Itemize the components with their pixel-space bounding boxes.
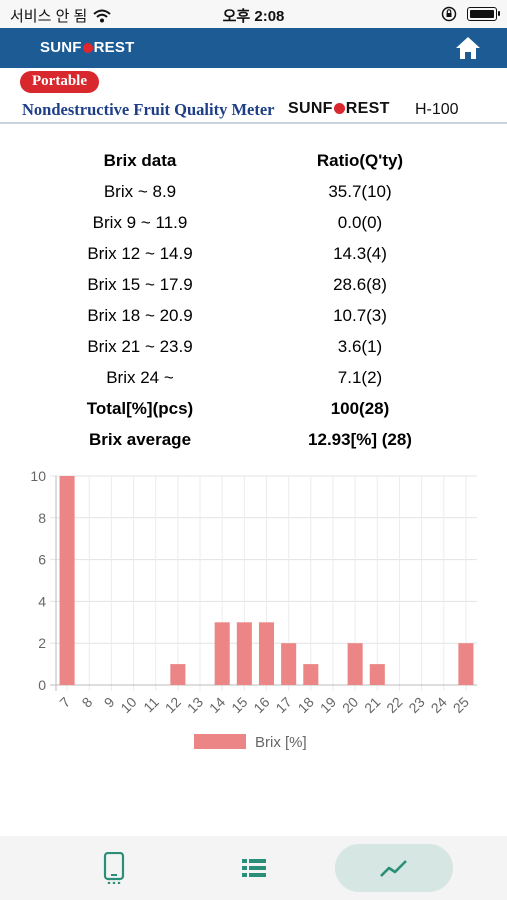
legend-swatch: [194, 734, 246, 749]
table-header: Brix data Ratio(Q'ty): [40, 145, 480, 176]
x-tick-label: 12: [162, 694, 184, 716]
row-ratio: 35.7(10): [328, 181, 392, 201]
bar: [214, 622, 230, 685]
brand-dot-icon: [333, 103, 345, 114]
home-icon[interactable]: [455, 36, 481, 60]
y-tick-label: 10: [30, 468, 46, 484]
y-tick-label: 6: [38, 552, 46, 568]
clock: 오후 2:08: [222, 8, 285, 25]
y-tick-label: 0: [38, 677, 46, 693]
chart-line-icon: [380, 860, 407, 877]
row-range: Brix ~ 8.9: [103, 181, 177, 201]
carrier-label: 서비스 안 됨: [10, 8, 88, 25]
wifi-icon: [93, 9, 112, 22]
x-tick-label: 25: [450, 694, 472, 716]
x-tick-label: 9: [101, 694, 118, 711]
x-tick-label: 24: [428, 694, 450, 716]
row-range: Brix 15 ~ 17.9: [87, 274, 193, 294]
table-row: Brix 21 ~ 23.9 3.6(1): [40, 331, 480, 362]
x-tick-label: 10: [117, 694, 139, 716]
nav-chart[interactable]: [335, 844, 453, 892]
x-tick-label: 8: [79, 694, 96, 711]
row-range: Brix 12 ~ 14.9: [87, 243, 193, 263]
list-icon: [242, 859, 266, 877]
average-label: Brix average: [88, 429, 192, 449]
brix-table: Brix data Ratio(Q'ty) Brix ~ 8.9 35.7(10…: [40, 145, 480, 455]
x-tick-label: 20: [339, 694, 361, 716]
table-row: Brix 9 ~ 11.9 0.0(0): [40, 207, 480, 238]
nav-device[interactable]: [55, 844, 173, 892]
table-row: Brix 15 ~ 17.9 28.6(8): [40, 269, 480, 300]
product-banner: Portable Nondestructive Fruit Quality Me…: [0, 68, 507, 124]
x-tick-label: 7: [56, 694, 73, 711]
x-tick-label: 14: [206, 694, 228, 716]
x-tick-label: 21: [361, 694, 383, 716]
bottom-nav: [0, 836, 507, 900]
model-name: H-100: [415, 101, 459, 118]
battery-icon: [467, 7, 500, 21]
row-ratio: 3.6(1): [337, 336, 383, 356]
table-row: Brix ~ 8.9 35.7(10): [40, 176, 480, 207]
total-value: 100(28): [330, 398, 390, 418]
total-label: Total[%](pcs): [86, 398, 194, 418]
row-ratio: 10.7(3): [333, 305, 387, 325]
table-row: Brix 18 ~ 20.9 10.7(3): [40, 300, 480, 331]
total-row: Total[%](pcs) 100(28): [40, 393, 480, 424]
x-tick-label: 13: [184, 694, 206, 716]
header-brix-data: Brix data: [103, 150, 177, 170]
logo-dot-icon: [82, 43, 93, 53]
row-range: Brix 18 ~ 20.9: [87, 305, 193, 325]
row-ratio: 0.0(0): [337, 212, 383, 232]
bar: [458, 643, 474, 685]
x-tick-label: 23: [405, 694, 427, 716]
status-bar: 서비스 안 됨 오후 2:08: [0, 0, 507, 28]
y-tick-label: 8: [38, 510, 46, 526]
bar: [303, 664, 319, 685]
bar: [281, 643, 297, 685]
x-tick-label: 22: [383, 694, 405, 716]
average-row: Brix average 12.93[%] (28): [40, 424, 480, 455]
phone-icon: [103, 852, 125, 884]
row-ratio: 14.3(4): [333, 243, 387, 263]
row-ratio: 7.1(2): [337, 367, 383, 387]
legend-label: Brix [%]: [255, 734, 307, 751]
x-tick-label: 16: [250, 694, 272, 716]
brix-chart: 0 2 4 6 8 10 7 8 9 10 11 12 13 14 15 16 17 18 19 20 21 22 23 24…: [0, 460, 507, 760]
bar: [236, 622, 252, 685]
x-tick-label: 18: [295, 694, 317, 716]
y-tick-label: 4: [38, 593, 46, 609]
status-right: [441, 6, 500, 22]
table-row: Brix 24 ~ 7.1(2): [40, 362, 480, 393]
nav-list[interactable]: [195, 844, 313, 892]
row-range: Brix 21 ~ 23.9: [87, 336, 193, 356]
app-header: SUNF REST: [0, 28, 507, 68]
x-tick-label: 17: [272, 694, 294, 716]
product-title: Nondestructive Fruit Quality Meter: [22, 100, 275, 119]
bar: [347, 643, 363, 685]
x-tick-label: 11: [140, 694, 162, 716]
brand-logo: SUNF REST: [288, 100, 390, 117]
sunforest-logo: SUNF REST: [40, 39, 135, 56]
table-row: Brix 12 ~ 14.9 14.3(4): [40, 238, 480, 269]
y-tick-label: 2: [38, 635, 46, 651]
average-value: 12.93[%] (28): [308, 429, 412, 449]
bar: [59, 476, 75, 685]
x-tick-label: 15: [228, 694, 250, 716]
row-ratio: 28.6(8): [333, 274, 387, 294]
row-range: Brix 9 ~ 11.9: [92, 212, 188, 232]
portable-badge: Portable: [20, 71, 99, 93]
x-tick-label: 19: [317, 694, 339, 716]
header-ratio: Ratio(Q'ty): [316, 150, 404, 170]
orientation-lock-icon: [441, 6, 457, 22]
bar: [369, 664, 385, 685]
status-left: 서비스 안 됨: [10, 5, 112, 26]
row-range: Brix 24 ~: [106, 367, 174, 387]
bar: [258, 622, 275, 685]
bar: [170, 664, 186, 685]
